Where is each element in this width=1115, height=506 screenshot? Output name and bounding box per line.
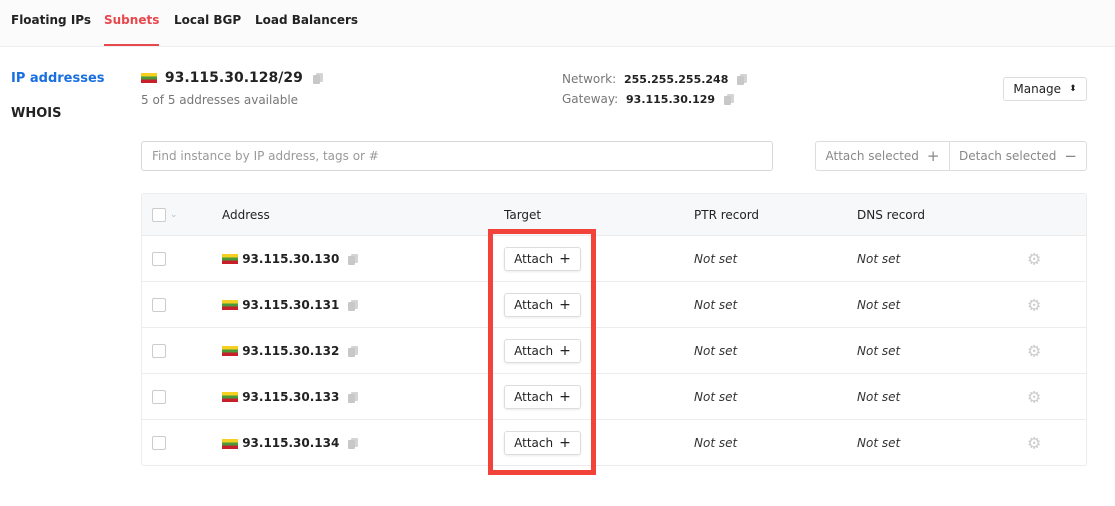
ptr-record: Not set xyxy=(694,343,738,358)
plus-icon: + xyxy=(559,296,571,313)
attach-button[interactable]: Attach + xyxy=(504,292,581,317)
table-row: 93.115.30.134 Attach + Not set Not set ⚙ xyxy=(142,420,1086,465)
attach-label: Attach xyxy=(514,251,554,266)
row-checkbox[interactable] xyxy=(152,251,166,266)
address: 93.115.30.133 xyxy=(242,389,340,404)
minus-icon: − xyxy=(1064,147,1077,165)
gear-icon[interactable]: ⚙ xyxy=(1027,387,1042,406)
table-header: ⌄ Address Target PTR record DNS record xyxy=(142,194,1086,236)
plus-icon: + xyxy=(559,388,571,405)
copy-icon[interactable] xyxy=(347,299,358,311)
lithuania-flag-icon xyxy=(222,438,238,449)
select-all-checkbox[interactable] xyxy=(152,207,166,222)
tab-floating-ips[interactable]: Floating IPs xyxy=(11,13,92,27)
gateway-value: 93.115.30.129 xyxy=(626,93,716,106)
attach-label: Attach xyxy=(514,436,554,450)
copy-icon[interactable] xyxy=(347,345,358,357)
tab-local-bgp[interactable]: Local BGP xyxy=(174,13,242,27)
ptr-record: Not set xyxy=(694,251,738,266)
attach-label: Attach xyxy=(514,297,554,312)
lithuania-flag-icon xyxy=(222,300,238,310)
dns-record: Not set xyxy=(857,436,901,450)
table-row: 93.115.30.132 Attach + Not set Not set ⚙ xyxy=(142,328,1086,374)
gear-icon[interactable]: ⚙ xyxy=(1027,295,1042,314)
gear-icon[interactable]: ⚙ xyxy=(1027,249,1042,268)
copy-icon[interactable] xyxy=(723,94,734,105)
address-cell: 93.115.30.130 xyxy=(222,252,358,266)
table-row: 93.115.30.131 Attach + Not set Not set ⚙ xyxy=(142,282,1086,328)
tab-load-balancers[interactable]: Load Balancers xyxy=(255,13,359,27)
lithuania-flag-icon xyxy=(222,346,238,356)
detach-selected-label: Detach selected xyxy=(959,149,1057,163)
header-target: Target xyxy=(504,207,542,222)
header-ptr: PTR record xyxy=(694,207,760,222)
dns-record: Not set xyxy=(857,389,901,404)
copy-icon[interactable] xyxy=(347,391,358,403)
copy-icon[interactable] xyxy=(347,253,358,265)
availability: 5 of 5 addresses available xyxy=(141,93,299,107)
manage-dropdown[interactable]: Manage ⬍ xyxy=(1003,77,1087,101)
plus-icon: + xyxy=(926,147,940,165)
sidebar-item-ip-addresses[interactable]: IP addresses xyxy=(11,71,105,86)
dns-record: Not set xyxy=(857,251,901,266)
ptr-record: Not set xyxy=(694,389,738,404)
subnet-cidr: 93.115.30.128/29 xyxy=(164,70,303,86)
gear-icon[interactable]: ⚙ xyxy=(1027,433,1042,453)
attach-label: Attach xyxy=(514,389,554,404)
gateway-info: Gateway: 93.115.30.129 xyxy=(562,92,734,106)
attach-button[interactable]: Attach + xyxy=(504,384,581,409)
ip-table: ⌄ Address Target PTR record DNS record 9… xyxy=(141,193,1087,466)
network-label: Network: xyxy=(562,72,617,86)
plus-icon: + xyxy=(559,342,571,359)
address-cell: 93.115.30.134 xyxy=(222,436,358,450)
sidebar-item-whois[interactable]: WHOIS xyxy=(11,106,62,121)
attach-selected-button[interactable]: Attach selected + xyxy=(815,141,950,171)
dns-record: Not set xyxy=(857,343,901,358)
chevron-up-down-icon: ⬍ xyxy=(1069,84,1077,94)
attach-selected-label: Attach selected xyxy=(825,149,919,163)
row-checkbox[interactable] xyxy=(152,389,166,404)
lithuania-flag-icon xyxy=(141,73,157,83)
plus-icon: + xyxy=(559,435,571,451)
copy-icon[interactable] xyxy=(347,438,358,449)
address-cell: 93.115.30.133 xyxy=(222,390,358,404)
copy-icon[interactable] xyxy=(737,74,748,85)
ptr-record: Not set xyxy=(694,297,738,312)
search-input[interactable]: Find instance by IP address, tags or # xyxy=(141,141,773,171)
detach-selected-button[interactable]: Detach selected − xyxy=(949,141,1087,171)
network-info: Network: 255.255.255.248 xyxy=(562,72,748,86)
address: 93.115.30.132 xyxy=(242,343,340,358)
header-address: Address xyxy=(222,207,270,222)
highlight-box xyxy=(488,229,596,475)
row-checkbox[interactable] xyxy=(152,297,166,312)
address-cell: 93.115.30.132 xyxy=(222,344,358,358)
network-value: 255.255.255.248 xyxy=(623,73,729,86)
attach-button[interactable]: Attach + xyxy=(504,431,581,455)
dns-record: Not set xyxy=(857,297,901,312)
manage-label: Manage xyxy=(1013,82,1062,96)
ptr-record: Not set xyxy=(694,436,738,450)
lithuania-flag-icon xyxy=(222,254,238,264)
header-dns: DNS record xyxy=(857,207,925,222)
tab-bar: Floating IPs Subnets Local BGP Load Bala… xyxy=(0,0,1115,47)
subnet-title: 93.115.30.128/29 xyxy=(141,70,323,86)
row-checkbox[interactable] xyxy=(152,343,166,358)
address: 93.115.30.130 xyxy=(242,251,340,266)
tab-subnets[interactable]: Subnets xyxy=(104,13,160,46)
copy-icon[interactable] xyxy=(312,72,323,84)
attach-button[interactable]: Attach + xyxy=(504,338,581,363)
attach-button[interactable]: Attach + xyxy=(504,246,581,271)
address-cell: 93.115.30.131 xyxy=(222,298,358,312)
chevron-down-icon[interactable]: ⌄ xyxy=(170,209,178,220)
gear-icon[interactable]: ⚙ xyxy=(1027,341,1042,360)
gateway-label: Gateway: xyxy=(562,92,619,106)
address: 93.115.30.131 xyxy=(242,297,340,312)
lithuania-flag-icon xyxy=(222,392,238,402)
table-row: 93.115.30.130 Attach + Not set Not set ⚙ xyxy=(142,236,1086,282)
table-row: 93.115.30.133 Attach + Not set Not set ⚙ xyxy=(142,374,1086,420)
row-checkbox[interactable] xyxy=(152,436,166,450)
address: 93.115.30.134 xyxy=(242,436,340,450)
attach-label: Attach xyxy=(514,343,554,358)
plus-icon: + xyxy=(559,250,571,267)
